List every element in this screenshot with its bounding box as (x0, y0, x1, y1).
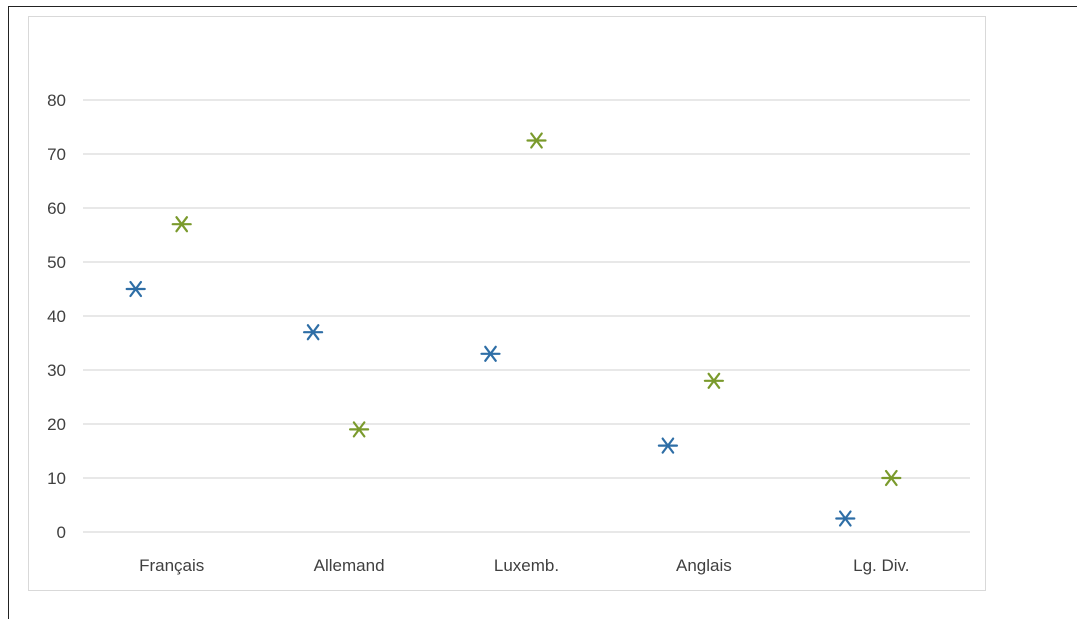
y-tick-label: 0 (57, 523, 66, 542)
data-point-series-1 (835, 510, 856, 527)
x-tick-label: Anglais (676, 556, 732, 575)
data-point-series-2 (526, 132, 547, 149)
data-points (125, 132, 902, 527)
x-tick-label: Français (139, 556, 204, 575)
x-tick-label: Lg. Div. (853, 556, 909, 575)
y-axis-tick-labels: 0 10 20 30 40 50 60 70 80 (47, 91, 66, 542)
y-tick-label: 50 (47, 253, 66, 272)
data-point-series-2 (881, 469, 902, 487)
chart-panel (28, 16, 986, 591)
data-point-series-2 (703, 372, 725, 389)
figure-frame (8, 6, 1077, 619)
data-point-series-1 (125, 280, 146, 298)
x-tick-label: Luxemb. (494, 556, 559, 575)
data-point-series-2 (349, 421, 370, 438)
y-tick-label: 20 (47, 415, 66, 434)
data-point-series-1 (303, 324, 324, 341)
y-tick-label: 80 (47, 91, 66, 110)
x-axis-tick-labels: Français Allemand Luxemb. Anglais Lg. Div. (139, 556, 909, 575)
x-tick-label: Allemand (314, 556, 385, 575)
y-tick-label: 60 (47, 199, 66, 218)
data-point-series-1 (657, 437, 679, 454)
y-tick-label: 70 (47, 145, 66, 164)
y-tick-label: 40 (47, 307, 66, 326)
data-point-series-2 (171, 216, 192, 233)
y-tick-label: 10 (47, 469, 66, 488)
data-point-series-1 (480, 345, 501, 362)
y-tick-label: 30 (47, 361, 66, 380)
gridlines (83, 99, 970, 533)
